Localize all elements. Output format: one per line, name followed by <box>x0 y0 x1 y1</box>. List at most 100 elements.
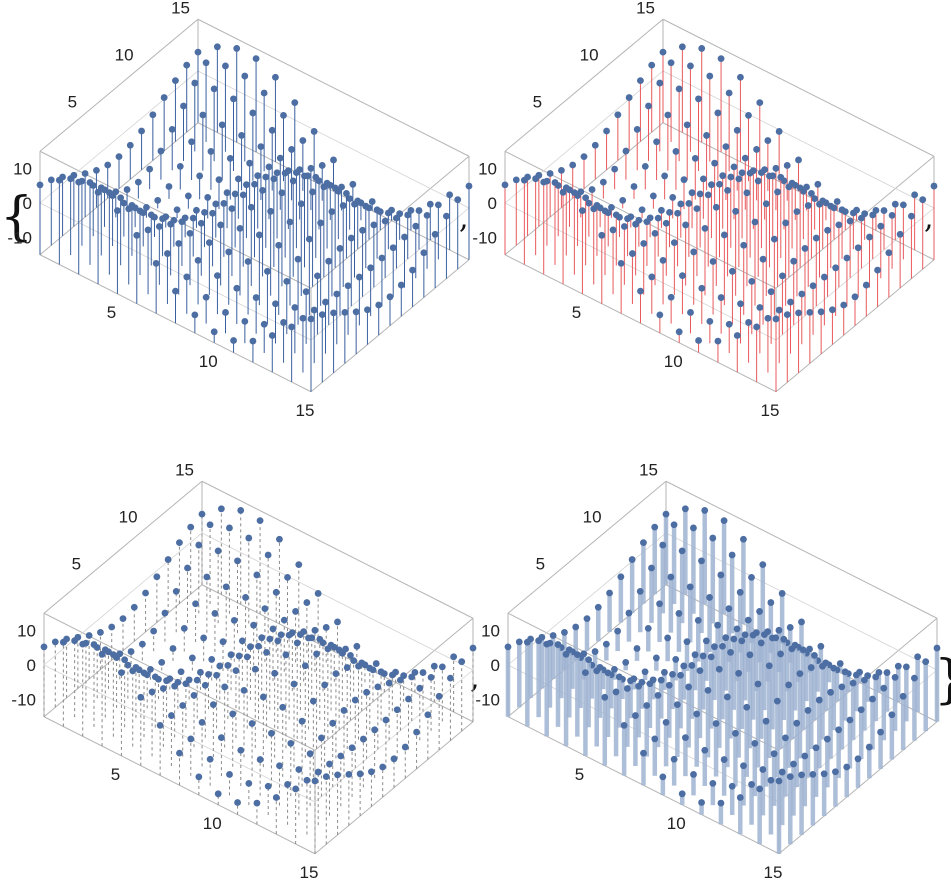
data-point <box>257 143 265 151</box>
data-point <box>344 282 352 290</box>
data-point <box>569 161 577 169</box>
data-point <box>309 188 316 196</box>
data-point <box>458 658 466 666</box>
data-point <box>280 111 287 119</box>
data-point <box>183 273 191 281</box>
data-point <box>688 662 696 669</box>
data-point <box>854 244 862 252</box>
data-point <box>47 176 55 184</box>
data-point <box>86 179 94 186</box>
data-point <box>727 648 734 656</box>
data-point <box>717 571 725 579</box>
data-point <box>832 768 839 776</box>
open-brace: { <box>0 187 33 247</box>
data-point <box>623 685 631 692</box>
y-tick-label: 5 <box>68 93 77 112</box>
data-point <box>291 99 299 106</box>
data-point <box>151 673 159 681</box>
data-point <box>809 282 817 290</box>
data-point <box>329 719 337 727</box>
data-point <box>301 662 309 670</box>
data-point <box>682 734 689 742</box>
data-point <box>630 183 638 190</box>
data-point <box>251 665 259 673</box>
data-point <box>345 770 353 778</box>
data-point <box>218 734 225 742</box>
z-tick-label: 10 <box>13 160 32 179</box>
data-point <box>666 208 673 216</box>
data-point <box>614 111 622 119</box>
data-point <box>558 166 565 174</box>
box-edge <box>310 155 470 289</box>
data-point <box>765 662 773 670</box>
data-point <box>659 773 667 781</box>
data-point <box>293 639 301 647</box>
data-point <box>469 644 477 652</box>
data-point <box>242 594 249 601</box>
data-point <box>704 686 712 694</box>
data-point <box>838 206 846 214</box>
data-point <box>579 207 586 214</box>
separator-comma-1: , <box>459 201 469 236</box>
data-point <box>310 306 318 314</box>
data-point <box>221 683 229 691</box>
data-point <box>869 695 876 703</box>
data-point <box>278 189 286 197</box>
data-point <box>275 241 283 249</box>
data-point <box>612 211 620 219</box>
data-point <box>404 211 412 219</box>
data-point <box>226 524 233 532</box>
data-point <box>291 304 299 311</box>
data-point <box>877 728 884 736</box>
data-point <box>154 196 162 204</box>
data-point <box>725 605 733 613</box>
data-point <box>202 293 210 301</box>
data-point <box>675 328 683 336</box>
data-point <box>851 293 859 301</box>
data-point <box>245 779 253 787</box>
data-point <box>127 648 135 655</box>
data-point <box>299 137 307 144</box>
data-point <box>599 178 607 186</box>
data-point <box>226 771 233 778</box>
data-point <box>316 635 324 643</box>
data-point <box>554 641 562 648</box>
plot-panel-2: 5 10 15 5 10 15 10 0 -10 <box>472 0 938 420</box>
data-point <box>118 669 125 676</box>
data-point <box>184 564 191 572</box>
data-point <box>733 332 741 339</box>
data-point <box>331 184 339 192</box>
data-point <box>804 707 812 714</box>
data-point <box>532 175 540 183</box>
data-point <box>678 43 686 51</box>
data-point <box>238 637 246 645</box>
data-point <box>678 547 686 555</box>
data-point <box>562 650 570 658</box>
data-point <box>322 624 330 631</box>
data-point <box>651 735 659 743</box>
data-point <box>753 146 760 153</box>
data-point <box>696 667 704 675</box>
data-point <box>720 517 728 525</box>
data-point <box>894 662 902 670</box>
data-point <box>691 651 699 659</box>
data-point <box>728 782 736 790</box>
data-point <box>215 176 223 184</box>
data-point <box>698 284 706 292</box>
data-point <box>754 177 762 185</box>
data-point <box>343 664 351 671</box>
data-point <box>611 165 619 173</box>
data-point <box>137 693 145 701</box>
data-point <box>854 755 862 763</box>
data-point <box>693 710 701 718</box>
data-point <box>256 756 264 763</box>
data-point <box>347 234 355 242</box>
y-tick-label: 5 <box>533 93 542 112</box>
data-point <box>190 691 198 699</box>
data-point <box>698 557 705 565</box>
data-point <box>701 746 709 754</box>
data-point <box>234 799 241 806</box>
data-point <box>264 267 271 275</box>
data-point <box>670 755 678 763</box>
data-point <box>307 315 315 323</box>
